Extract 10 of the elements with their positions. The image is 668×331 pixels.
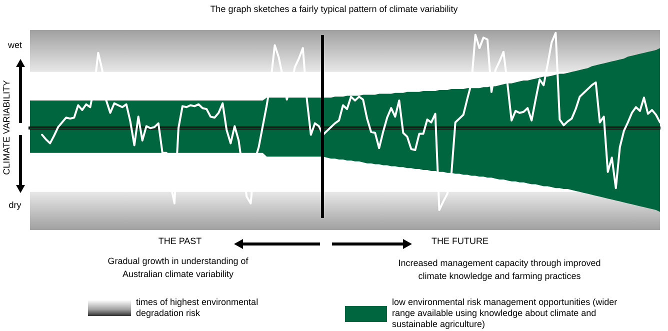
text: THE FUTURE	[430, 235, 490, 248]
text: dry	[8, 199, 22, 212]
text: THE PAST	[157, 235, 203, 248]
y-axis-title: CLIMATE VARIABILITY	[0, 79, 12, 177]
legend-label: low environmental risk management opportunities (wider range available using knowledge about climate and sustainable agriculture)	[392, 297, 618, 330]
text: wet	[6, 39, 23, 52]
legend-label: times of highest environmental degradation risk	[136, 297, 260, 319]
chart-title: The graph sketches a fairly typical pattern of climate variability	[209, 3, 459, 16]
text: Increased management capacity through improved climate knowledge and farming practices	[397, 257, 602, 283]
text: Gradual growth in understanding of Australian climate variability	[106, 255, 250, 281]
